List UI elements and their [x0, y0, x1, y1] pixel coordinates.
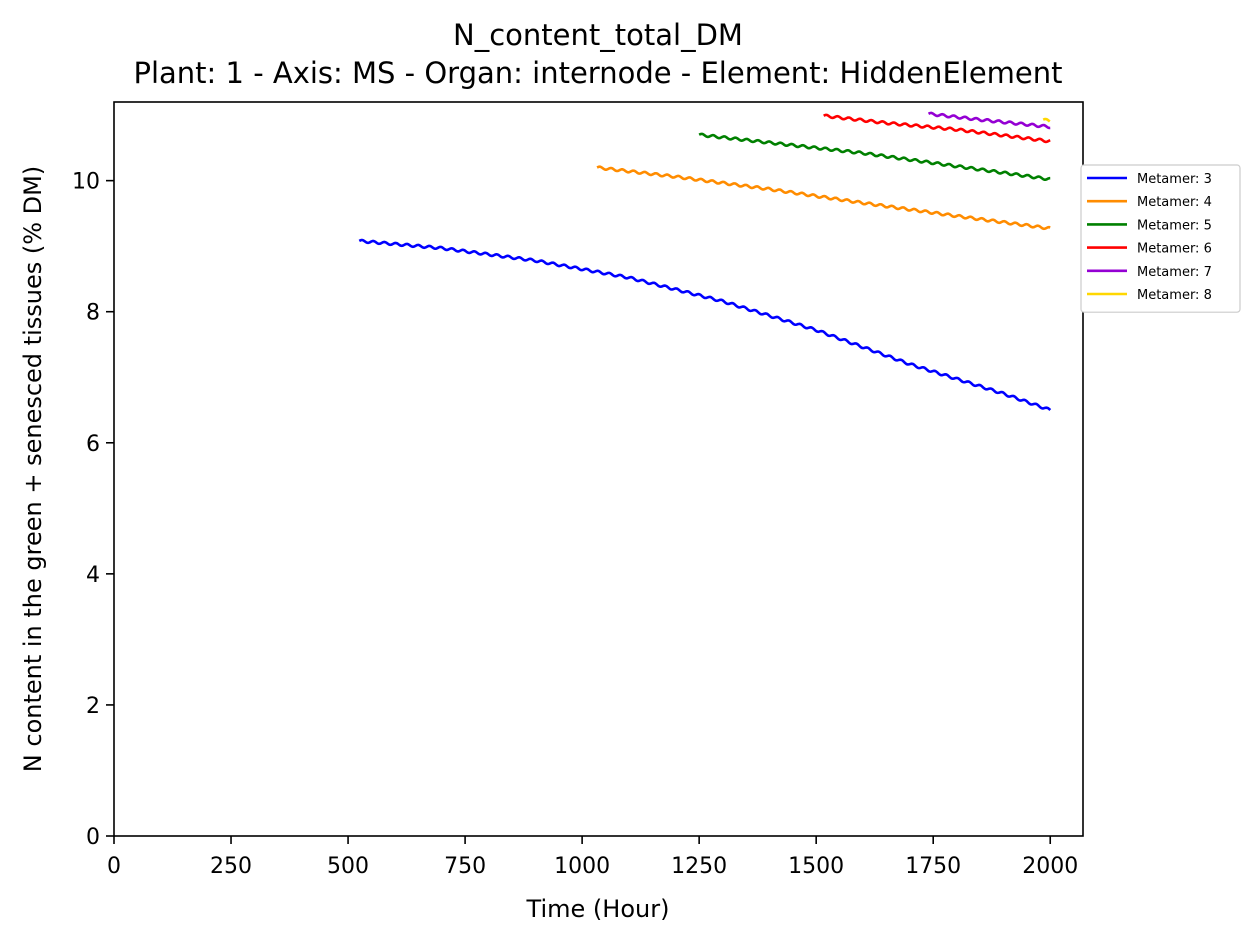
y-tick-label: 2: [86, 694, 100, 719]
x-tick-label: 1000: [554, 854, 610, 879]
x-tick-label: 2000: [1022, 854, 1078, 879]
y-tick-label: 0: [86, 825, 100, 850]
y-tick-label: 10: [72, 170, 100, 195]
series-line-3: [698, 132, 1051, 182]
chart-subtitle: Plant: 1 - Axis: MS - Organ: internode -…: [133, 56, 1062, 90]
legend-label: Metamer: 7: [1137, 265, 1212, 280]
x-tick-label: 0: [107, 854, 121, 879]
series-line-1: [358, 238, 1052, 411]
x-tick-label: 750: [444, 854, 486, 879]
legend: Metamer: 3 Metamer: 4 Metamer: 5 Metamer: 6…: [1080, 164, 1241, 313]
x-tick-label: 500: [327, 854, 369, 879]
plot-lines: [358, 111, 1052, 411]
x-axis-label: Time (Hour): [526, 895, 670, 923]
x-tick-label: 1750: [905, 854, 961, 879]
y-tick-label: 8: [86, 301, 100, 326]
x-tick-label: 1500: [788, 854, 844, 879]
series-line-2: [596, 165, 1051, 231]
y-axis: 0 2 4 6 8 10: [72, 170, 114, 850]
series-line-6: [1042, 117, 1051, 123]
y-tick-label: 4: [86, 563, 100, 588]
plot-frame: [113, 101, 1084, 837]
x-tick-label: 250: [210, 854, 252, 879]
series-line-4: [823, 113, 1051, 144]
legend-label: Metamer: 3: [1137, 172, 1212, 187]
legend-label: Metamer: 5: [1137, 218, 1212, 233]
x-axis: 0 250 500 750 1000 1250 1500 1750 2000: [107, 836, 1078, 879]
legend-label: Metamer: 4: [1137, 195, 1212, 210]
legend-label: Metamer: 8: [1137, 288, 1212, 303]
y-axis-label: N content in the green + senesced tissue…: [19, 166, 47, 772]
chart-title: N_content_total_DM: [453, 18, 743, 52]
x-tick-label: 1250: [671, 854, 727, 879]
legend-label: Metamer: 6: [1137, 242, 1212, 257]
y-tick-label: 6: [86, 432, 100, 457]
series-line-5: [927, 111, 1051, 130]
